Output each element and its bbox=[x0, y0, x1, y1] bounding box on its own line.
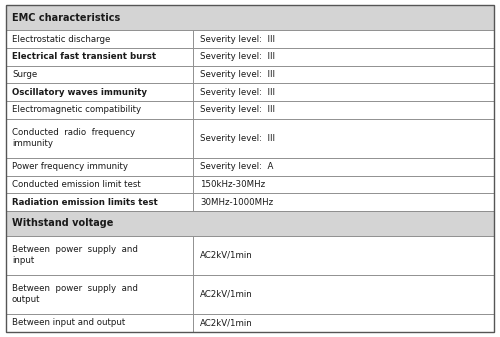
Bar bbox=[192, 66, 494, 83]
Text: AC2kV/1min: AC2kV/1min bbox=[200, 290, 253, 299]
Bar bbox=[6, 83, 192, 101]
Text: EMC characteristics: EMC characteristics bbox=[12, 13, 120, 23]
Bar bbox=[6, 193, 192, 211]
Text: Surge: Surge bbox=[12, 70, 37, 79]
Bar bbox=[192, 193, 494, 211]
Text: Severity level:  III: Severity level: III bbox=[200, 88, 275, 97]
Text: Between  power  supply  and
output: Between power supply and output bbox=[12, 284, 138, 304]
Text: Electrical fast transient burst: Electrical fast transient burst bbox=[12, 52, 156, 61]
Text: Between input and output: Between input and output bbox=[12, 318, 125, 327]
Bar bbox=[6, 5, 494, 30]
Bar bbox=[6, 119, 192, 158]
Text: Electromagnetic compatibility: Electromagnetic compatibility bbox=[12, 105, 141, 115]
Bar bbox=[192, 176, 494, 193]
Text: Severity level:  III: Severity level: III bbox=[200, 35, 275, 43]
Text: Severity level:  III: Severity level: III bbox=[200, 52, 275, 61]
Bar bbox=[192, 30, 494, 48]
Bar bbox=[192, 275, 494, 314]
Text: Severity level:  A: Severity level: A bbox=[200, 162, 274, 171]
Text: Severity level:  III: Severity level: III bbox=[200, 134, 275, 143]
Bar bbox=[6, 211, 494, 236]
Bar bbox=[192, 101, 494, 119]
Bar bbox=[6, 101, 192, 119]
Bar bbox=[6, 30, 192, 48]
Text: Severity level:  III: Severity level: III bbox=[200, 70, 275, 79]
Text: Electrostatic discharge: Electrostatic discharge bbox=[12, 35, 110, 43]
Bar bbox=[192, 83, 494, 101]
Text: Oscillatory waves immunity: Oscillatory waves immunity bbox=[12, 88, 147, 97]
Text: 30MHz-1000MHz: 30MHz-1000MHz bbox=[200, 198, 273, 207]
Bar bbox=[192, 236, 494, 275]
Text: 150kHz-30MHz: 150kHz-30MHz bbox=[200, 180, 265, 189]
Text: Conducted  radio  frequency
immunity: Conducted radio frequency immunity bbox=[12, 128, 135, 148]
Bar bbox=[192, 314, 494, 332]
Bar bbox=[192, 158, 494, 176]
Bar bbox=[6, 275, 192, 314]
Bar bbox=[6, 176, 192, 193]
Bar bbox=[6, 158, 192, 176]
Text: Power frequency immunity: Power frequency immunity bbox=[12, 162, 128, 171]
Text: AC2kV/1min: AC2kV/1min bbox=[200, 251, 253, 260]
Text: Between  power  supply  and
input: Between power supply and input bbox=[12, 245, 138, 266]
Bar bbox=[6, 236, 192, 275]
Bar bbox=[6, 66, 192, 83]
Bar bbox=[192, 119, 494, 158]
Text: Conducted emission limit test: Conducted emission limit test bbox=[12, 180, 141, 189]
Bar bbox=[6, 48, 192, 66]
Text: Radiation emission limits test: Radiation emission limits test bbox=[12, 198, 158, 207]
Bar bbox=[6, 314, 192, 332]
Text: Severity level:  III: Severity level: III bbox=[200, 105, 275, 115]
Bar bbox=[192, 48, 494, 66]
Text: AC2kV/1min: AC2kV/1min bbox=[200, 318, 253, 327]
Text: Withstand voltage: Withstand voltage bbox=[12, 218, 114, 228]
